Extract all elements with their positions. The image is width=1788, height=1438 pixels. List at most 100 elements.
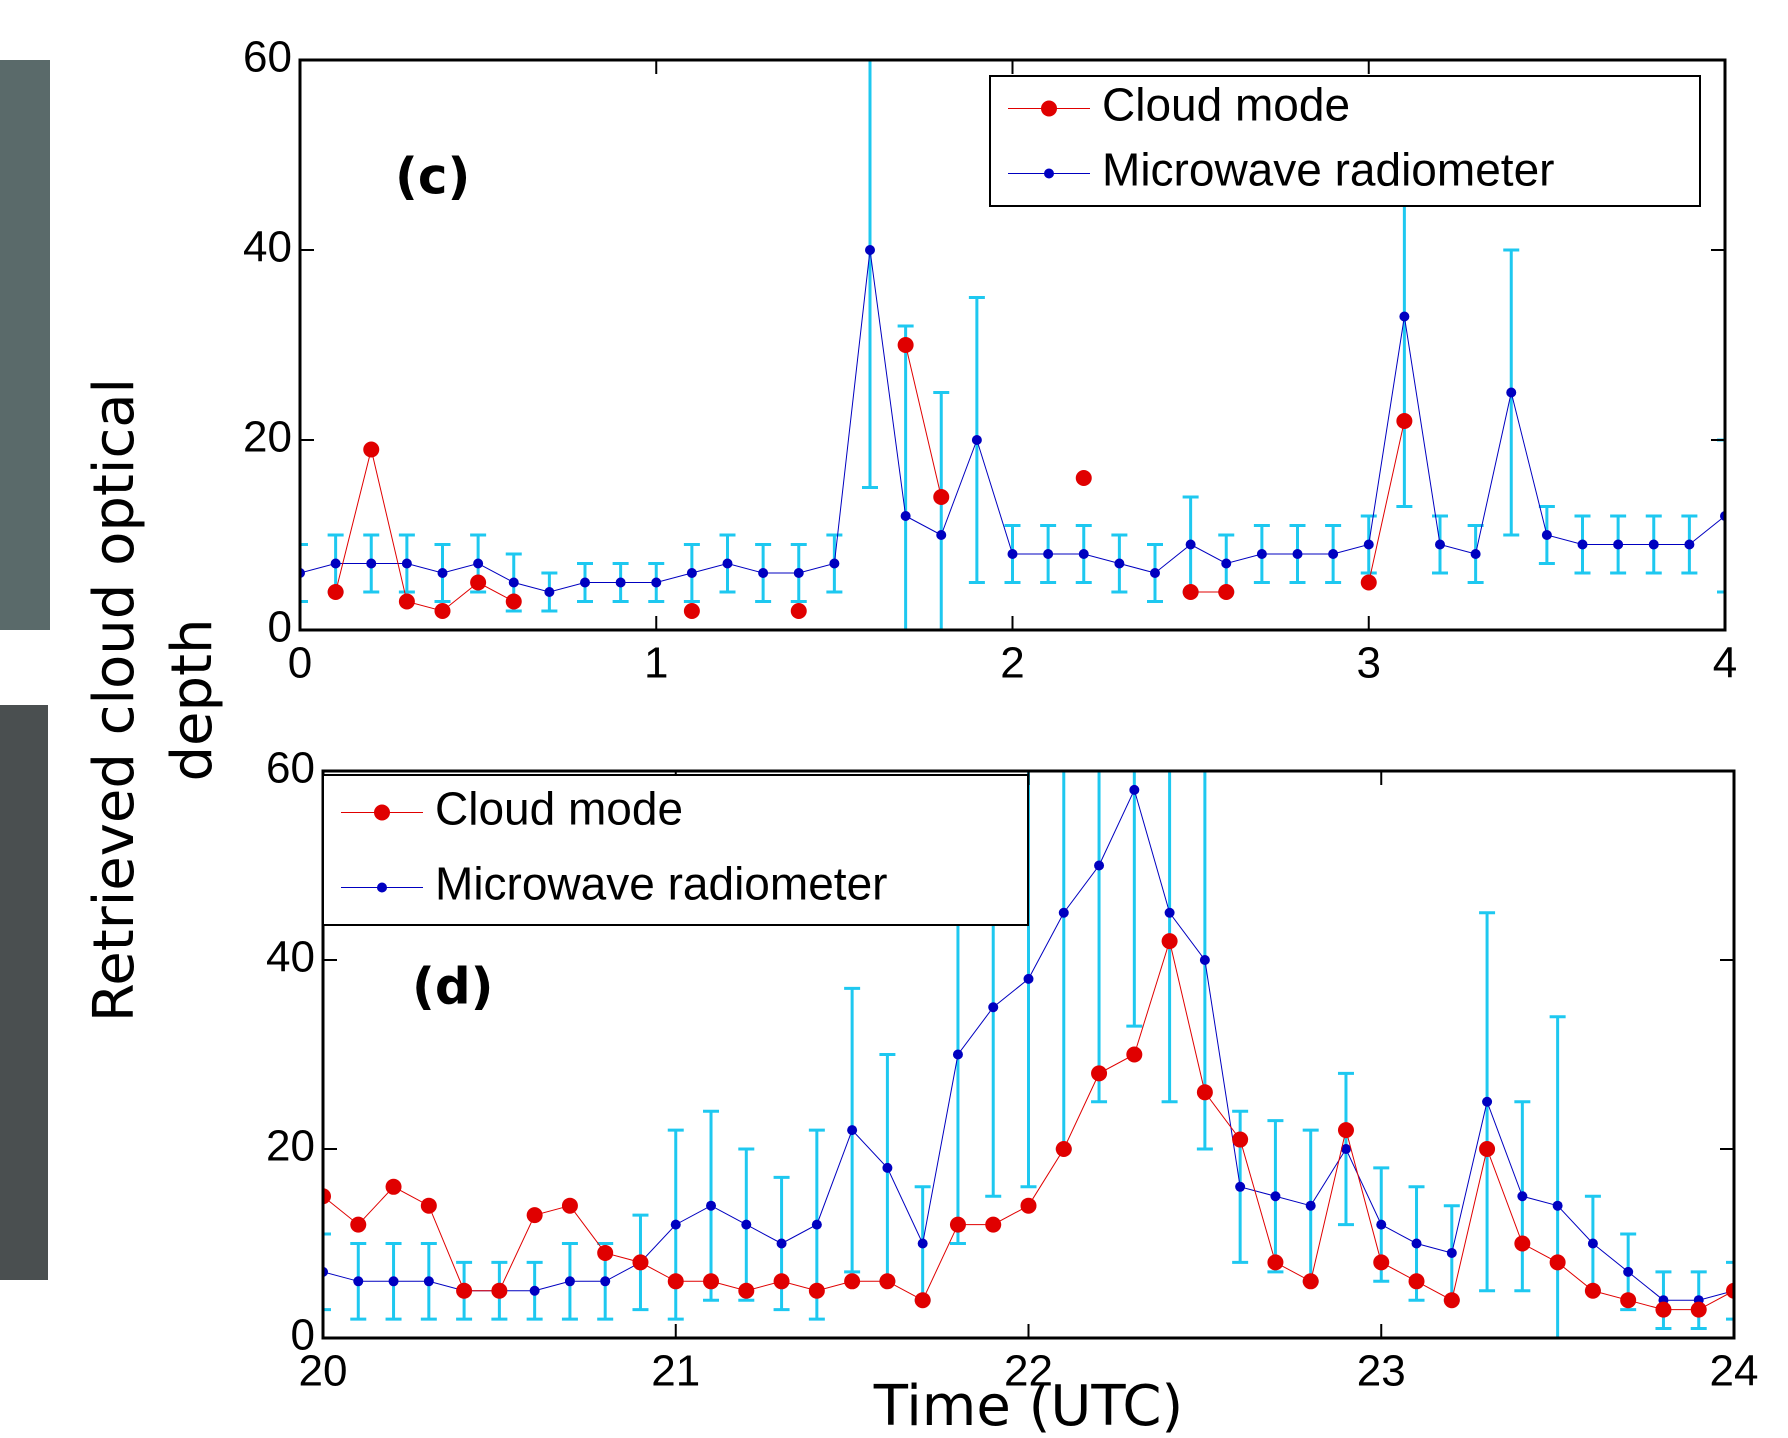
data-point (670, 1219, 681, 1230)
data-point (491, 1282, 508, 1299)
data-point (1577, 539, 1588, 550)
data-point (865, 245, 875, 255)
data-point (1411, 1238, 1422, 1249)
data-point (363, 441, 380, 458)
data-point (350, 1216, 367, 1233)
data-point (437, 568, 448, 578)
x-tick-label: 3 (1357, 639, 1381, 688)
error-bar (300, 543, 308, 603)
data-point (1360, 574, 1377, 591)
data-point (1023, 973, 1034, 984)
data-point (1435, 539, 1445, 550)
data-point (1328, 549, 1339, 559)
x-tick-label: 20 (299, 1347, 348, 1396)
data-point (1408, 1273, 1425, 1290)
data-point (564, 1276, 575, 1287)
data-point (1185, 539, 1196, 550)
data-point (952, 1049, 963, 1060)
data-point (1043, 549, 1054, 559)
y-tick-label: 20 (266, 1122, 315, 1171)
data-point (1363, 539, 1374, 550)
data-point (1078, 549, 1089, 559)
data-point (529, 1285, 540, 1296)
data-point (1690, 1301, 1707, 1318)
legend-label: Cloud mode (435, 783, 683, 835)
data-point (1376, 1219, 1387, 1230)
data-point (1517, 1191, 1528, 1202)
data-point (1514, 1235, 1531, 1252)
data-point (1655, 1301, 1672, 1318)
data-point (1114, 558, 1125, 569)
data-point (988, 1002, 999, 1013)
data-point (914, 1292, 931, 1309)
data-point (1058, 907, 1069, 918)
data-point (473, 558, 484, 569)
y-tick-label: 60 (266, 744, 315, 793)
data-point (401, 558, 412, 569)
data-point (897, 337, 914, 353)
data-point (508, 577, 519, 588)
legend-box (989, 75, 1701, 207)
data-point (1129, 784, 1140, 795)
y-tick-label: 20 (243, 413, 292, 462)
x-tick-label: 1 (644, 639, 668, 688)
data-point (632, 1254, 649, 1271)
data-point (434, 603, 451, 619)
data-point (1470, 549, 1481, 559)
data-point (1007, 549, 1018, 559)
data-point (985, 1216, 1002, 1233)
data-point (1292, 549, 1303, 559)
data-point (1182, 584, 1199, 600)
data-point (917, 1238, 928, 1249)
data-point (398, 593, 415, 610)
legend-label: Cloud mode (1102, 79, 1350, 131)
data-point (388, 1276, 399, 1287)
data-point (1094, 860, 1105, 871)
legend-label: Microwave radiometer (1102, 144, 1554, 196)
x-tick-label: 0 (288, 639, 312, 688)
data-point (651, 577, 662, 588)
data-point (1256, 549, 1267, 559)
data-point (1340, 1144, 1351, 1154)
data-point (1161, 933, 1178, 950)
y-tick-label: 0 (291, 1311, 315, 1360)
data-point (829, 558, 840, 569)
data-point (505, 593, 522, 610)
x-axis-label: Time (UTC) (873, 1374, 1184, 1438)
y-axis-label: depth (160, 619, 225, 782)
error-bar (323, 1232, 331, 1312)
data-point (1587, 1238, 1598, 1249)
data-point (1373, 1254, 1390, 1271)
data-point (703, 1273, 720, 1290)
data-point (933, 489, 950, 505)
data-point (776, 1238, 787, 1249)
data-point (1613, 539, 1624, 550)
data-point (1020, 1197, 1037, 1214)
data-point (385, 1178, 402, 1195)
data-point (1232, 1131, 1249, 1148)
map-photo-crop (0, 60, 50, 630)
data-point (1482, 1096, 1493, 1107)
x-tick-label: 4 (1713, 639, 1737, 688)
data-point (847, 1125, 858, 1136)
x-tick-label: 2 (1000, 639, 1024, 688)
plot-area (300, 60, 1725, 630)
data-point (667, 1273, 684, 1290)
data-point (686, 568, 697, 578)
data-point (773, 1273, 790, 1290)
x-tick-label: 23 (1357, 1347, 1406, 1396)
data-point (741, 1219, 752, 1230)
data-point (949, 1216, 966, 1233)
data-point (1305, 1200, 1316, 1211)
data-point (1552, 1200, 1563, 1211)
plot-area (323, 771, 1734, 1338)
y-tick-label: 40 (243, 223, 292, 272)
camera-photo-crop (0, 705, 48, 1280)
data-point (1506, 387, 1517, 398)
data-point (844, 1273, 861, 1290)
data-point (1091, 1065, 1108, 1082)
legend-marker (1044, 168, 1054, 179)
legend-marker (377, 882, 387, 893)
data-point (1218, 584, 1235, 600)
data-point (1648, 539, 1659, 550)
